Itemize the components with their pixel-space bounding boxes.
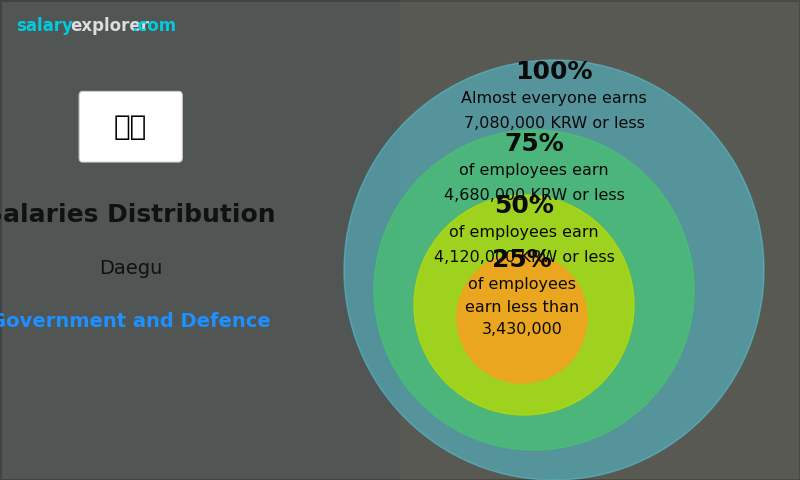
- Bar: [400, 0, 800, 480]
- Circle shape: [344, 60, 764, 480]
- Text: explorer: explorer: [70, 17, 150, 35]
- Text: 50%: 50%: [494, 194, 554, 218]
- Circle shape: [374, 130, 694, 450]
- Text: Government and Defence: Government and Defence: [0, 312, 271, 331]
- Text: 4,680,000 KRW or less: 4,680,000 KRW or less: [443, 189, 625, 204]
- Circle shape: [457, 253, 587, 383]
- Text: 25%: 25%: [492, 248, 552, 272]
- Text: of employees earn: of employees earn: [449, 225, 599, 240]
- Text: salary: salary: [16, 17, 73, 35]
- Bar: [0, 0, 400, 480]
- Circle shape: [414, 195, 634, 415]
- Text: Salaries Distribution: Salaries Distribution: [0, 203, 276, 227]
- Text: 4,120,000 KRW or less: 4,120,000 KRW or less: [434, 251, 614, 265]
- Text: earn less than: earn less than: [465, 300, 579, 314]
- Text: 100%: 100%: [515, 60, 593, 84]
- Text: * Average Monthly Salary: * Average Monthly Salary: [51, 359, 210, 372]
- Text: 🇰🇷: 🇰🇷: [114, 113, 147, 141]
- Text: .com: .com: [131, 17, 176, 35]
- Text: Daegu: Daegu: [99, 259, 162, 277]
- Text: 75%: 75%: [504, 132, 564, 156]
- Text: of employees earn: of employees earn: [459, 163, 609, 178]
- Text: 7,080,000 KRW or less: 7,080,000 KRW or less: [463, 117, 645, 132]
- Text: of employees: of employees: [468, 276, 576, 291]
- FancyBboxPatch shape: [79, 91, 182, 162]
- Text: 3,430,000: 3,430,000: [482, 323, 562, 337]
- Text: Almost everyone earns: Almost everyone earns: [461, 91, 647, 106]
